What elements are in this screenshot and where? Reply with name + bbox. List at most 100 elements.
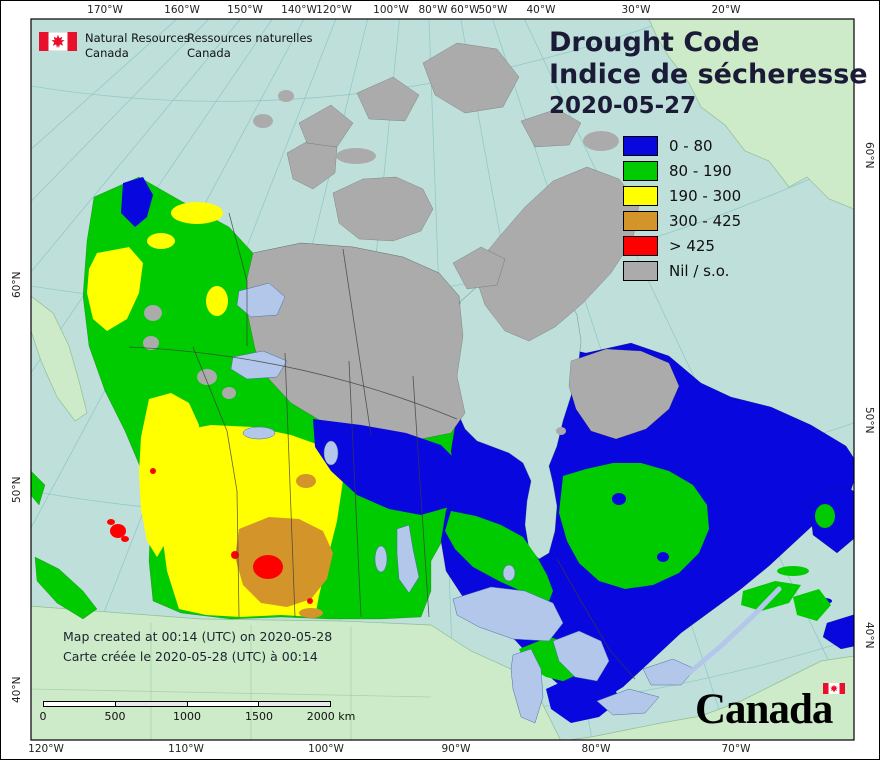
lake-winnipeg xyxy=(396,524,420,594)
hudson-lowlands-green xyxy=(445,511,553,601)
haida-gwaii xyxy=(31,470,46,506)
graticule-label: 120°W xyxy=(316,4,352,16)
legend-item: 0 - 80 xyxy=(623,135,741,156)
southern-ontario-blue xyxy=(546,673,619,723)
usa-east xyxy=(565,655,854,740)
graticule-label: 60°W xyxy=(450,4,480,16)
lake-superior xyxy=(452,586,564,642)
alaska-panhandle xyxy=(31,295,88,422)
graticule-label: 50°N xyxy=(863,407,875,434)
legend-swatch-red xyxy=(623,235,658,256)
graticule-label: 120°W xyxy=(28,743,64,755)
us-state-lines xyxy=(31,623,432,740)
scale-bar-graphic xyxy=(43,701,331,707)
signature-english: Natural Resources Canada xyxy=(85,31,190,61)
scale-label: 1500 xyxy=(245,710,273,723)
st-lawrence-river xyxy=(686,586,782,676)
signature-french: Ressources naturelles Canada xyxy=(187,31,313,61)
legend-label: 190 - 300 xyxy=(669,186,742,205)
victoria-island xyxy=(332,176,434,242)
legend-label: 0 - 80 xyxy=(669,136,713,155)
blue-regions-west xyxy=(121,177,461,515)
graticule-label: 140°W xyxy=(281,4,317,16)
vancouver-island xyxy=(34,556,98,620)
legend-item: 300 - 425 xyxy=(623,210,741,231)
graticule-label: 70°W xyxy=(721,743,751,755)
title-french: Indice de sécheresse xyxy=(549,59,868,90)
north-prairie-blue xyxy=(313,419,461,515)
canada-flag-icon xyxy=(39,32,77,51)
graticule-label: 50°W xyxy=(478,4,508,16)
legend-item: 190 - 300 xyxy=(623,185,741,206)
legend-item: Nil / s.o. xyxy=(623,260,741,281)
signature-en-line1: Natural Resources xyxy=(85,31,190,45)
scale-label: 2000 km xyxy=(306,710,356,723)
blue-regions-east xyxy=(546,493,669,723)
title-date: 2020-05-27 xyxy=(549,93,697,119)
legend-swatch-orange xyxy=(623,210,658,231)
lake-erie xyxy=(596,688,660,716)
title-english: Drought Code xyxy=(549,27,760,58)
nova-scotia xyxy=(822,614,854,650)
signature-fr-line1: Ressources naturelles xyxy=(187,31,313,45)
graticule-label: 40°N xyxy=(11,676,23,703)
southampton-island xyxy=(452,246,506,290)
creation-note-en: Map created at 00:14 (UTC) on 2020-05-28 xyxy=(63,629,333,644)
lake-huron xyxy=(552,630,610,682)
graticule-label: 80°W xyxy=(581,743,611,755)
creation-note: Map created at 00:14 (UTC) on 2020-05-28… xyxy=(63,627,332,667)
graticule-label: 100°W xyxy=(308,743,344,755)
title-block: Drought Code Indice de sécheresse 2020-0… xyxy=(549,27,868,121)
ungava xyxy=(568,348,680,440)
scale-bar-labels: 0 500 1000 1500 2000 km xyxy=(40,710,373,724)
red-regions xyxy=(107,468,313,604)
legend-label: 300 - 425 xyxy=(669,211,742,230)
scale-label: 500 xyxy=(104,710,126,723)
wordmark-text: Canada xyxy=(695,686,833,733)
legend-label: 80 - 190 xyxy=(669,161,732,180)
great-slave-lake xyxy=(230,350,288,380)
graticule-label: 20°W xyxy=(711,4,741,16)
legend-item: 80 - 190 xyxy=(623,160,741,181)
nil-regions xyxy=(143,42,680,476)
lake-ontario xyxy=(642,658,696,686)
yukon-blue xyxy=(121,177,153,227)
lake-michigan xyxy=(510,648,544,724)
signature-en-line2: Canada xyxy=(85,46,129,60)
graticule-label: 160°W xyxy=(164,4,200,16)
lake-athabasca xyxy=(242,426,276,440)
new-brunswick-green xyxy=(793,589,831,621)
canada-wordmark: Canada xyxy=(695,683,845,734)
anticosti xyxy=(777,566,809,576)
graticule-label: 30°W xyxy=(621,4,651,16)
graticule-label: 60°N xyxy=(11,271,23,298)
legend: 0 - 80 80 - 190 190 - 300 300 - 425 > 42… xyxy=(623,135,741,285)
great-bear-lake xyxy=(236,282,286,318)
scale-bar: 0 500 1000 1500 2000 km xyxy=(40,701,373,729)
wordmark-flag-icon xyxy=(823,683,845,694)
graticule-label: 40°W xyxy=(526,4,556,16)
map-frame xyxy=(30,18,855,741)
legend-swatch-blue xyxy=(623,135,658,156)
graticule-label: 110°W xyxy=(168,743,204,755)
legend-label: > 425 xyxy=(669,236,715,255)
yukon-yellow xyxy=(87,247,143,331)
legend-swatch-nil xyxy=(623,260,658,281)
scale-label: 1000 xyxy=(173,710,201,723)
graticule-label: 50°N xyxy=(11,476,23,503)
graticule-label: 80°W xyxy=(418,4,448,16)
graticule-label: 100°W xyxy=(373,4,409,16)
creation-note-fr: Carte créée le 2020-05-28 (UTC) à 00:14 xyxy=(63,649,318,664)
legend-swatch-yellow xyxy=(623,185,658,206)
orange-regions xyxy=(235,474,333,618)
signature-fr-line2: Canada xyxy=(187,46,231,60)
graticule-label: 170°W xyxy=(87,4,123,16)
graticule-label: 40°N xyxy=(863,622,875,649)
graticule-label: 90°W xyxy=(441,743,471,755)
government-signature: Natural Resources Canada Ressources natu… xyxy=(39,31,369,67)
lakes xyxy=(230,282,782,724)
graticule-label: 60°N xyxy=(863,142,875,169)
legend-item: > 425 xyxy=(623,235,741,256)
